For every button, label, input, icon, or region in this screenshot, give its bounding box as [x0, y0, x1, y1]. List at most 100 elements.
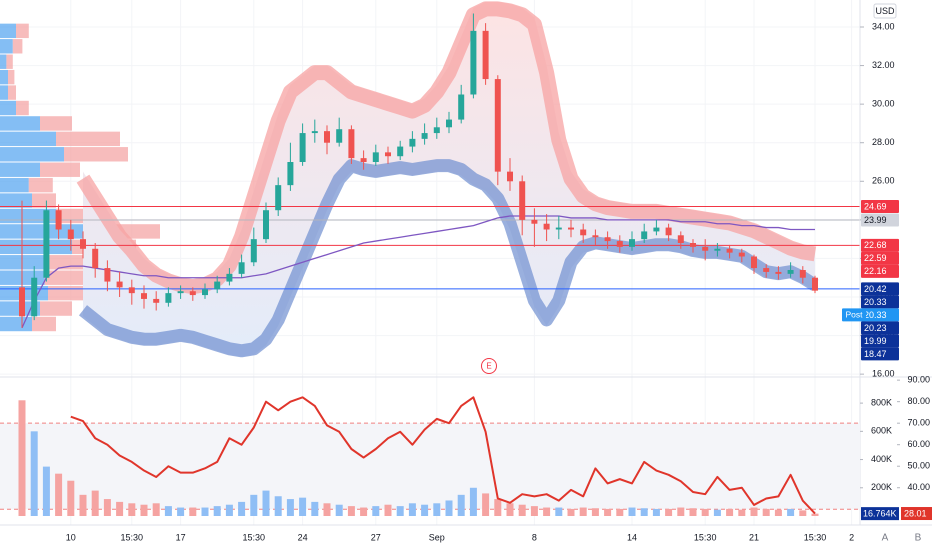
button-label[interactable]: A	[882, 533, 889, 544]
candle-body	[714, 248, 721, 251]
profile-down-bar	[16, 23, 29, 39]
x-tick-label: 27	[371, 532, 381, 542]
x-tick-label: 10	[66, 532, 76, 542]
candle-body	[726, 248, 733, 253]
candle-body	[311, 131, 318, 134]
x-tick-label: 15:30	[804, 532, 827, 542]
candle-body	[446, 119, 452, 128]
volume-bar	[652, 508, 660, 516]
candle-body	[238, 262, 245, 274]
volume-bar	[140, 504, 148, 516]
vwap-line	[21, 215, 815, 329]
x-tick-label: 8	[532, 532, 537, 542]
volume-bar	[225, 504, 233, 516]
volume-tick-label: 600K	[871, 426, 892, 436]
volume-tick-label: 200K	[871, 482, 892, 492]
y-tick-label: 26.00	[872, 176, 895, 186]
candle-body	[702, 246, 709, 251]
volume-bar	[164, 506, 172, 516]
rsi-tick-label: 60.00	[907, 439, 930, 449]
price-tag-label: 20.33	[864, 297, 887, 307]
rsi-tag-label: 28.01	[904, 508, 927, 518]
volume-bar	[152, 503, 160, 516]
volume-tick-label: 400K	[871, 454, 892, 464]
volume-bar	[299, 497, 307, 516]
button-label[interactable]: B	[915, 533, 922, 544]
rsi-band	[0, 423, 860, 510]
price-tag	[861, 334, 899, 348]
volume-bar	[55, 473, 63, 516]
price-tag	[861, 200, 899, 214]
volume-bar	[250, 494, 258, 516]
profile-up-bar	[0, 193, 32, 208]
candle-body	[43, 210, 50, 278]
volume-bar	[177, 507, 185, 516]
candle-body	[116, 281, 123, 288]
band-fill	[83, 1, 815, 357]
candle-body	[214, 281, 221, 290]
volume-bar	[482, 493, 490, 516]
volume-bar	[799, 510, 807, 516]
volume-bar	[750, 507, 758, 516]
volume-bar	[469, 487, 477, 516]
candle-body	[787, 270, 794, 274]
profile-up-bar	[0, 162, 40, 177]
volume-bar	[445, 500, 453, 516]
profile-up-bar	[0, 131, 56, 147]
candle-body	[177, 291, 184, 294]
x-tick-label: 14	[627, 532, 637, 542]
price-tag-label: 20.42	[864, 284, 887, 294]
volume-tag	[861, 507, 899, 521]
y-tick-label: 34.00	[872, 21, 895, 31]
currency-box[interactable]	[873, 3, 897, 19]
x-tick-label: 17	[176, 532, 186, 542]
profile-up-bar	[0, 23, 16, 39]
profile-up-bar	[0, 100, 16, 116]
candle-body	[287, 162, 294, 186]
candle-body	[555, 227, 562, 230]
candle-body	[31, 277, 38, 317]
rsi-tick-label: 70.00	[907, 418, 930, 428]
volume-bar	[762, 508, 770, 516]
volume-bar	[604, 508, 612, 516]
volume-bar	[543, 507, 551, 516]
candle-body	[812, 277, 818, 291]
volume-bar	[323, 503, 331, 516]
profile-up-bar	[0, 39, 13, 54]
candle-body	[799, 270, 806, 278]
volume-bar	[384, 504, 392, 516]
volume-bar	[579, 507, 587, 516]
candle-body	[653, 227, 660, 232]
volume-bar	[530, 506, 538, 516]
price-tag	[861, 295, 899, 309]
candle-body	[263, 210, 269, 240]
profile-up-bar	[0, 54, 7, 69]
price-tag	[861, 321, 899, 335]
candle-body	[677, 235, 684, 243]
x-tick-label: 21	[749, 532, 759, 542]
price-tag-label: 22.59	[864, 253, 887, 263]
candle-body	[433, 127, 440, 134]
profile-down-bar	[40, 116, 72, 131]
volume-bar	[103, 499, 111, 516]
candle-body	[690, 243, 696, 247]
y-tick-label: 16.00	[872, 369, 895, 379]
rsi-tag	[901, 507, 932, 521]
candle-body	[738, 252, 745, 257]
volume-bar	[774, 509, 782, 516]
candle-body	[189, 291, 196, 296]
candle-body	[275, 185, 282, 211]
volume-bar	[396, 506, 404, 516]
candle-body	[80, 239, 86, 249]
profile-up-bar	[0, 147, 64, 162]
profile-down-bar	[16, 100, 29, 116]
candle-body	[604, 237, 611, 242]
volume-tag-label: 16.764K	[863, 509, 897, 519]
x-tick-label: 2	[849, 532, 854, 542]
volume-bar	[91, 490, 99, 516]
price-tag-label: 22.68	[864, 240, 887, 250]
earnings-marker[interactable]	[481, 358, 497, 374]
volume-bar	[18, 400, 26, 516]
volume-bar	[372, 506, 380, 516]
price-tag	[861, 238, 899, 252]
